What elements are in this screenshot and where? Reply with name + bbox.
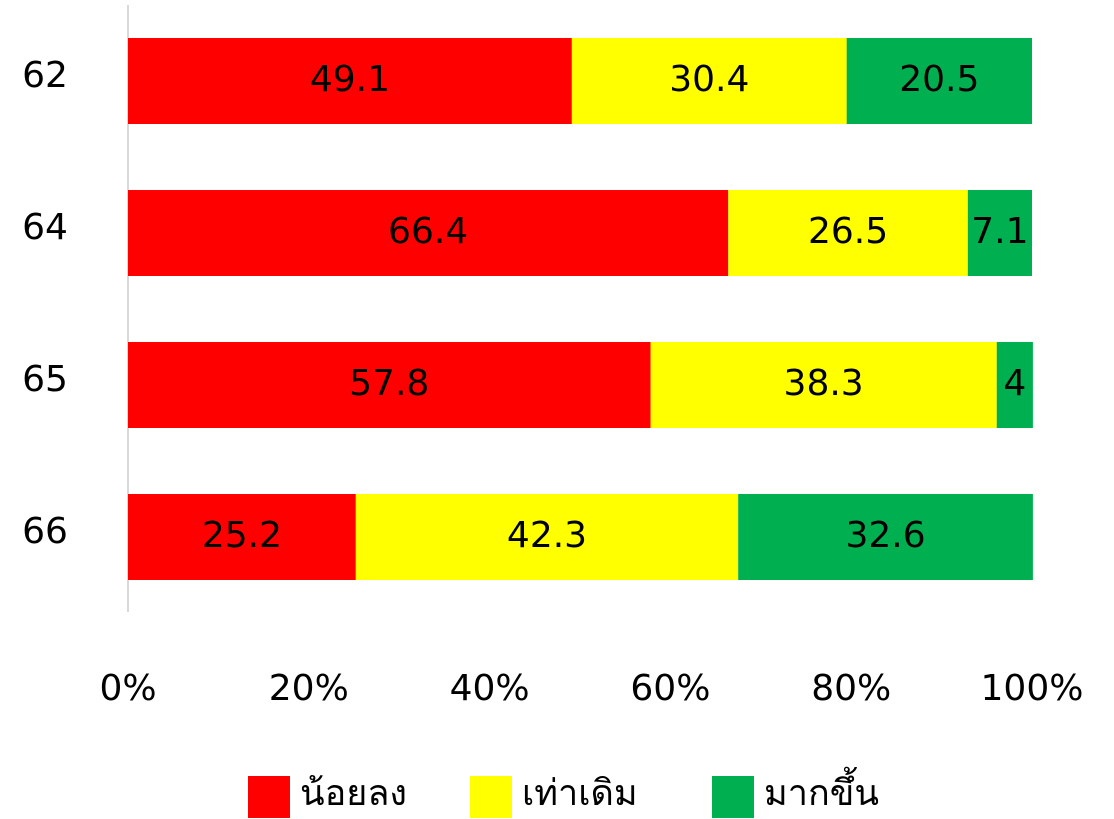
data-label: 66.4: [388, 211, 468, 252]
bar-segment: [996, 342, 1033, 428]
data-label: 32.6: [845, 515, 925, 556]
bar-segment: [738, 494, 1033, 580]
data-label: 26.5: [808, 211, 888, 252]
bar-segment: [650, 342, 997, 428]
x-tick-label: 80%: [811, 668, 891, 709]
y-tick-label: 64: [22, 207, 68, 248]
bar-segment: [728, 190, 968, 276]
data-label: 25.2: [202, 515, 282, 556]
y-tick-label: 62: [22, 55, 68, 96]
x-tick-label: 20%: [269, 668, 349, 709]
y-tick-label: 65: [22, 359, 68, 400]
x-tick-label: 0%: [99, 668, 156, 709]
bar-segment: [355, 494, 739, 580]
bar-segment: [967, 190, 1032, 276]
bar-segment: [846, 38, 1032, 124]
x-tick-label: 60%: [630, 668, 710, 709]
bar-segment: [128, 190, 729, 276]
bar-segment: [128, 494, 356, 580]
legend-label: มากขึ้น: [764, 766, 879, 814]
x-tick-label: 100%: [981, 668, 1084, 709]
data-label: 20.5: [899, 59, 979, 100]
data-label: 57.8: [349, 363, 429, 404]
legend-swatch: [712, 776, 754, 818]
bar-segment: [128, 38, 572, 124]
data-label: 4: [1003, 363, 1026, 404]
y-tick-label: 66: [22, 511, 68, 552]
legend-swatch: [248, 776, 290, 818]
data-label: 38.3: [784, 363, 864, 404]
data-label: 49.1: [310, 59, 390, 100]
legend-label: น้อยลง: [300, 773, 407, 814]
bar-segment: [128, 342, 651, 428]
bar-segment: [571, 38, 847, 124]
legend-label: เท่าเดิม: [522, 773, 638, 814]
data-label: 7.1: [971, 211, 1028, 252]
x-tick-label: 40%: [450, 668, 530, 709]
data-label: 42.3: [507, 515, 587, 556]
data-label: 30.4: [669, 59, 749, 100]
legend-swatch: [470, 776, 512, 818]
